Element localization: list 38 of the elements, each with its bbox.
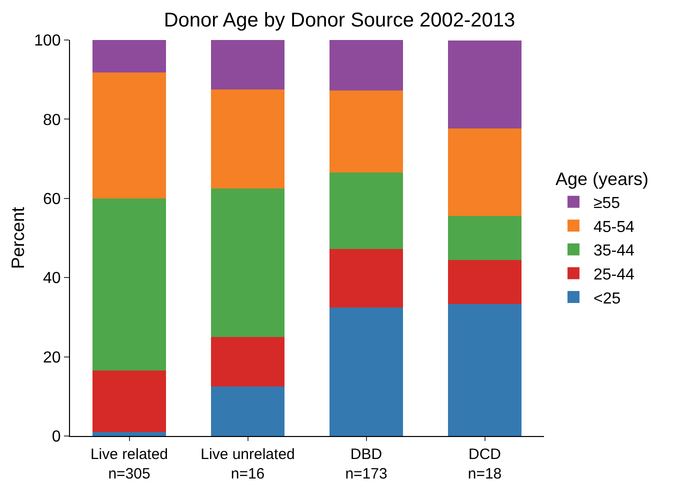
bar <box>211 90 284 188</box>
bar <box>330 308 403 436</box>
y-axis-title: Percent <box>8 206 28 270</box>
x-tick-label: DCD n=18 <box>468 446 502 482</box>
bar <box>330 172 403 250</box>
y-tick-label: 0 <box>52 428 61 446</box>
bar <box>448 40 522 128</box>
bar <box>448 216 522 260</box>
bar <box>211 337 284 386</box>
bar <box>330 90 403 172</box>
legend-label: 45-54 <box>593 218 635 236</box>
bar <box>448 128 522 216</box>
x-tick-label: DBD n=173 <box>345 446 388 482</box>
bar <box>330 249 403 308</box>
legend-label: 35-44 <box>593 242 635 260</box>
y-tick-label: 60 <box>43 191 61 208</box>
legend-title: Age (years) <box>555 168 649 189</box>
x-tick-label: Live unrelated n=16 <box>200 446 295 482</box>
bar <box>92 370 166 432</box>
y-tick-label: 20 <box>43 349 61 366</box>
bar <box>92 72 166 198</box>
bar <box>211 188 284 337</box>
bar <box>211 386 284 436</box>
y-tick-label: 40 <box>43 270 61 288</box>
bar <box>448 260 522 304</box>
y-tick-label: 80 <box>43 112 61 129</box>
legend-label: <25 <box>593 290 621 308</box>
bar <box>211 40 284 90</box>
legend-label: ≥55 <box>593 195 620 212</box>
bar <box>330 40 403 91</box>
bar <box>448 304 522 436</box>
bar <box>92 432 166 436</box>
x-tick-label: Live related n=305 <box>90 446 168 482</box>
legend-label: 25-44 <box>593 266 635 284</box>
bar <box>92 198 166 370</box>
chart-title: Donor Age by Donor Source 2002-2013 <box>164 9 516 32</box>
y-tick-label: 100 <box>34 32 61 50</box>
bar <box>92 40 166 72</box>
